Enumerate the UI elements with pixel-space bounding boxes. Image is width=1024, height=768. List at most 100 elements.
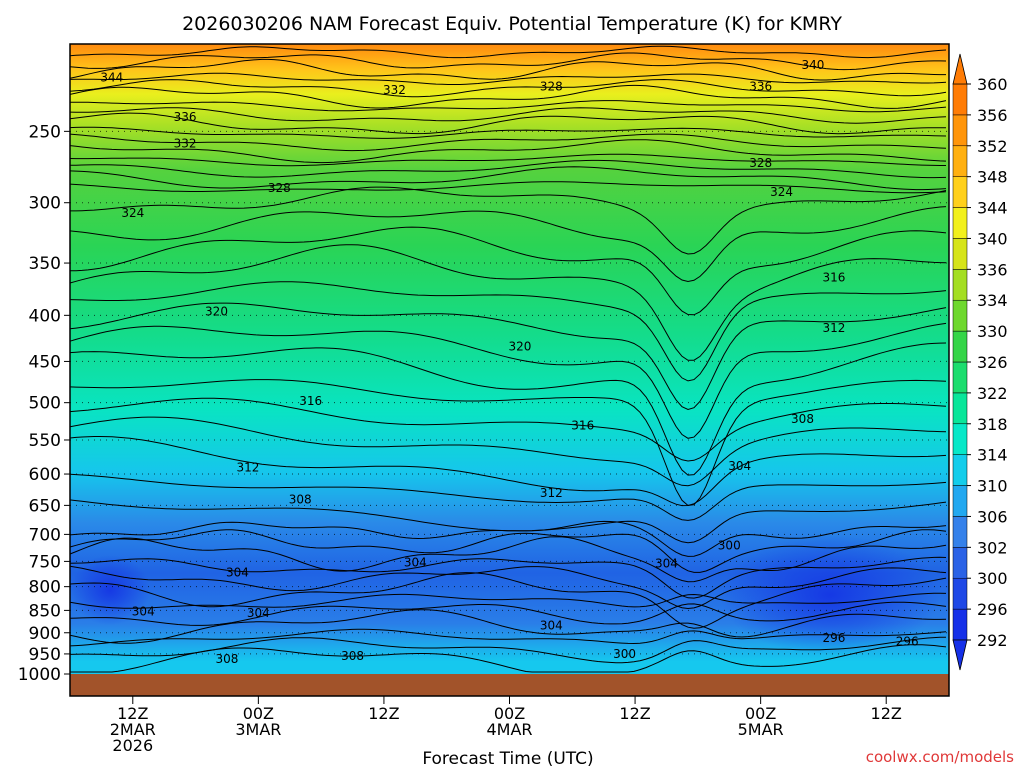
contour-label: 332 xyxy=(383,83,406,97)
y-tick-label: 1000 xyxy=(18,665,61,685)
x-tick-label: 12Z xyxy=(619,704,650,723)
contour-line xyxy=(69,473,947,521)
colorbar-swatch xyxy=(952,145,968,177)
contour-line xyxy=(69,322,947,439)
x-tick-label: 2026 xyxy=(112,736,153,755)
x-tick-label: 00Z xyxy=(745,704,776,723)
colorbar-label: 296 xyxy=(977,600,1008,619)
y-tick-label: 800 xyxy=(29,578,61,598)
contour-line xyxy=(69,72,947,85)
y-tick-label: 950 xyxy=(29,645,61,665)
contour-label: 320 xyxy=(509,339,532,353)
contour-line xyxy=(69,52,947,71)
x-tick-label: 5MAR xyxy=(738,720,784,739)
colorbar-label: 310 xyxy=(977,477,1008,496)
contour-line xyxy=(69,206,947,283)
y-tick-label: 850 xyxy=(29,601,61,621)
colorbar-bottom-arrow xyxy=(952,639,968,671)
colorbar-top-arrow xyxy=(952,53,968,85)
cold-pool-left xyxy=(70,555,150,625)
contour-line xyxy=(69,112,947,135)
ground-strip xyxy=(70,674,949,696)
contour-line xyxy=(69,379,947,507)
colorbar-swatch xyxy=(952,299,968,332)
y-tick-label: 650 xyxy=(29,496,61,516)
contour-label: 304 xyxy=(132,604,155,618)
colorbar-label: 300 xyxy=(977,569,1008,588)
contour-line xyxy=(69,133,947,152)
y-tick-label: 450 xyxy=(29,352,61,372)
contour-line xyxy=(69,181,947,194)
contour-label: 304 xyxy=(247,606,270,620)
contour-line xyxy=(69,609,947,644)
contour-line xyxy=(69,84,947,109)
x-tick-label: 00Z xyxy=(494,704,525,723)
contour-line xyxy=(69,536,947,583)
colorbar-label: 314 xyxy=(977,446,1008,465)
colorbar-swatch xyxy=(952,269,968,301)
contour-label: 324 xyxy=(121,206,144,220)
y-tick-label: 300 xyxy=(29,194,61,214)
contour-line xyxy=(70,100,947,113)
contour-line xyxy=(69,628,947,647)
y-tick-label: 750 xyxy=(29,552,61,572)
y-tick-label: 600 xyxy=(29,465,61,485)
contour-labels: 344 336 332 332 328 340 336 328 328 324 324 320 316 3… xyxy=(100,58,918,666)
colorbar-swatch xyxy=(952,361,968,394)
contour-line xyxy=(69,58,946,81)
colorbar-swatch xyxy=(952,114,968,147)
colorbar-swatch xyxy=(952,207,968,239)
colorbar-swatch xyxy=(952,577,968,610)
colorbar-swatch xyxy=(952,176,968,208)
x-tick-label: 4MAR xyxy=(486,720,532,739)
contour-label: 328 xyxy=(540,80,563,94)
contour-line xyxy=(69,556,947,599)
contour-label: 308 xyxy=(791,412,814,426)
grid-lines xyxy=(70,130,949,655)
contour-label: 304 xyxy=(655,556,678,570)
x-tick-label: 00Z xyxy=(243,704,274,723)
contour-label: 312 xyxy=(540,486,563,500)
contour-line xyxy=(69,45,947,59)
contour-line xyxy=(69,302,947,411)
y-tick-label: 250 xyxy=(29,122,61,142)
colorbar-swatch xyxy=(952,485,968,517)
contour-label: 304 xyxy=(728,459,751,473)
contour-line xyxy=(69,166,947,191)
contour-line xyxy=(69,78,947,98)
contour-line xyxy=(69,153,946,167)
colorbar-swatch xyxy=(952,547,968,579)
contour-label: 320 xyxy=(205,304,228,318)
y-tick-label: 400 xyxy=(29,306,61,326)
contour-line xyxy=(69,139,947,164)
contour-label: 296 xyxy=(822,631,845,645)
contour-label: 336 xyxy=(174,110,197,124)
colorbar-swatch xyxy=(952,330,968,363)
contour-label: 328 xyxy=(268,181,291,195)
contour-line xyxy=(69,342,947,476)
contour-label: 300 xyxy=(718,538,741,552)
x-tick-label: 12Z xyxy=(117,704,148,723)
x-tick-label: 12Z xyxy=(871,704,902,723)
colorbar-swatch xyxy=(952,83,968,116)
contour-label: 300 xyxy=(613,647,636,661)
contour-line xyxy=(69,107,947,124)
contour-label: 332 xyxy=(174,137,197,151)
y-tick-label: 500 xyxy=(29,394,61,414)
colorbar-swatch xyxy=(952,392,968,425)
contour-line xyxy=(70,186,947,255)
contour-line xyxy=(69,436,947,507)
contour-label: 308 xyxy=(216,652,239,666)
x-tick-label: 12Z xyxy=(368,704,399,723)
colorbar-label: 356 xyxy=(977,106,1008,125)
colorbar-swatch xyxy=(952,238,968,270)
contour-line xyxy=(69,520,947,557)
contour-label: 316 xyxy=(299,394,322,408)
colorbar-label: 352 xyxy=(977,137,1008,156)
contour-label: 316 xyxy=(571,418,594,432)
contour-label: 328 xyxy=(749,156,772,170)
colorbar-label: 318 xyxy=(977,415,1008,434)
y-tick-label: 700 xyxy=(29,525,61,545)
contour-label: 304 xyxy=(226,566,249,580)
